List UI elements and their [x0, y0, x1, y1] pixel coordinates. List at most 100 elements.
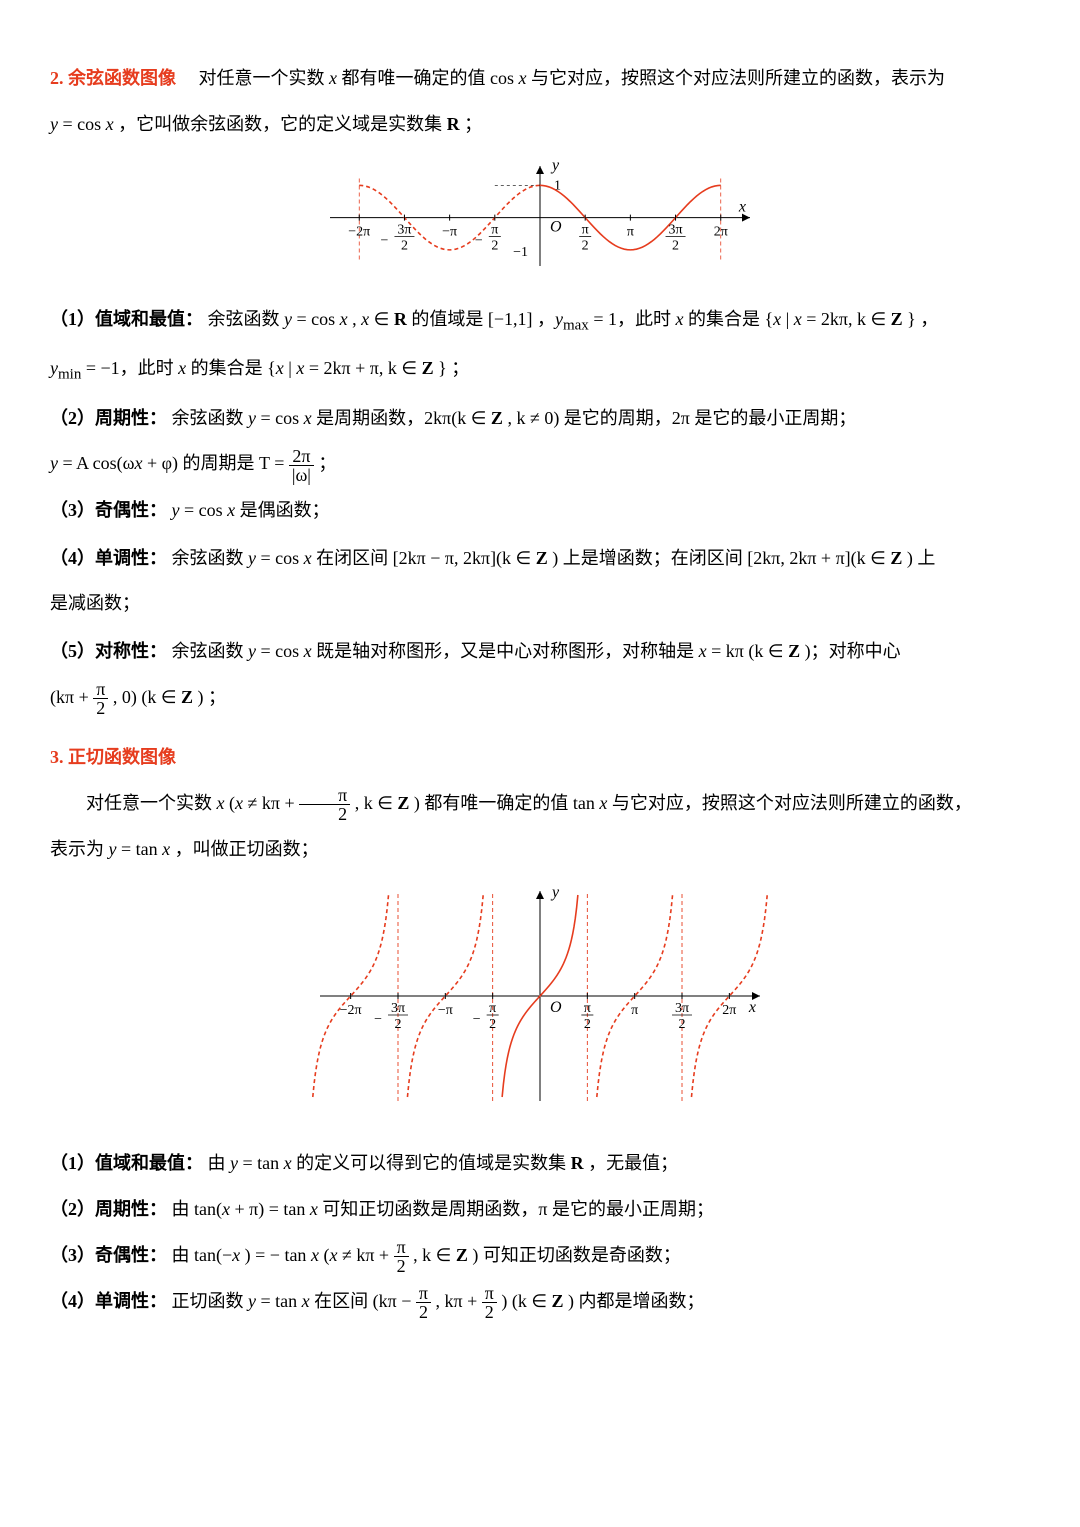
t: 正切函数: [172, 1291, 249, 1311]
t: 余弦函数: [172, 641, 249, 661]
t: = tan: [243, 1153, 284, 1173]
t: , k ∈: [413, 1245, 456, 1265]
t: + φ) 的周期是 T =: [147, 453, 289, 473]
lbl: （4）单调性：: [50, 1291, 167, 1311]
svg-text:2: 2: [584, 1017, 591, 1032]
lbl: （5）对称性：: [50, 641, 167, 661]
t: ，它叫做余弦函数，它的定义域是实数集: [118, 114, 447, 134]
t: (kπ +: [50, 687, 93, 707]
t: 是减函数；: [50, 593, 140, 613]
t: ；: [318, 453, 336, 473]
svg-text:2: 2: [401, 238, 408, 253]
t: 是周期函数，2kπ(k ∈: [316, 408, 491, 428]
t: + π) = tan: [234, 1199, 309, 1219]
t: 是偶函数；: [240, 500, 330, 520]
t: 与它对应，按照这个对应法则所建立的函数，表示为: [531, 68, 945, 88]
svg-text:2: 2: [679, 1017, 686, 1032]
svg-text:−1: −1: [513, 244, 528, 259]
t: = 1，此时: [593, 309, 675, 329]
svg-text:x: x: [748, 999, 756, 1016]
t: = cos: [261, 408, 304, 428]
sec2-p3: （3）奇偶性： y = cos x 是偶函数；: [50, 492, 1030, 530]
t: )；对称中心: [805, 641, 901, 661]
t: 与它对应，按照这个对应法则所建立的函数，: [612, 793, 972, 813]
t: 既是轴对称图形，又是中心对称图形，对称轴是: [316, 641, 699, 661]
svg-text:−: −: [475, 233, 483, 248]
t: 在闭区间 [2kπ − π, 2kπ](k ∈: [316, 548, 536, 568]
sec2-p2: （2）周期性： 余弦函数 y = cos x 是周期函数，2kπ(k ∈ Z ,…: [50, 400, 1030, 438]
svg-text:π: π: [627, 224, 634, 239]
t: } ，: [907, 309, 938, 329]
t: = cos: [261, 548, 304, 568]
tan-graph: xyO−2π−3π2−π−π2π2π3π22π: [310, 881, 770, 1111]
t: ，叫做正切函数；: [175, 839, 319, 859]
svg-text:π: π: [584, 1001, 591, 1016]
svg-text:y: y: [550, 884, 560, 901]
t: ) (k ∈: [501, 1291, 551, 1311]
svg-text:−π: −π: [438, 1003, 453, 1018]
sec3-p2: （2）周期性： 由 tan(x + π) = tan x 可知正切函数是周期函数…: [50, 1191, 1030, 1229]
lbl: （3）奇偶性：: [50, 500, 167, 520]
t: , kπ +: [435, 1291, 481, 1311]
t: ) ；: [198, 687, 227, 707]
t: 在区间 (kπ −: [314, 1291, 416, 1311]
sec2-p5: （5）对称性： 余弦函数 y = cos x 既是轴对称图形，又是中心对称图形，…: [50, 633, 1030, 671]
t: |: [786, 309, 794, 329]
sec3-line2: 表示为 y = tan x ，叫做正切函数；: [50, 831, 1030, 869]
svg-text:π: π: [491, 222, 498, 237]
t: = cos: [58, 114, 106, 134]
svg-text:3π: 3π: [675, 1001, 689, 1016]
sec2-p1b: ymin = −1，此时 x 的集合是 {x | x = 2kπ + π, k …: [50, 350, 1030, 391]
svg-text:π: π: [582, 222, 589, 237]
t: ) 都有唯一确定的值 tan: [414, 793, 599, 813]
t: 余弦函数: [172, 408, 249, 428]
svg-text:3π: 3π: [669, 222, 683, 237]
lbl: （4）单调性：: [50, 548, 167, 568]
sec2-p5b: (kπ + π 2 , 0) (k ∈ Z ) ；: [50, 679, 1030, 717]
svg-text:O: O: [550, 218, 562, 235]
t: = A cos(ω: [63, 453, 135, 473]
sec3-p3: （3）奇偶性： 由 tan(−x ) = − tan x (x ≠ kπ + π…: [50, 1237, 1030, 1275]
t: = tan: [121, 839, 162, 859]
t: 的值域是 [−1,1] ，: [411, 309, 555, 329]
t: 对任意一个实数: [181, 68, 330, 88]
t: = kπ (k ∈: [711, 641, 788, 661]
t: ,: [352, 309, 361, 329]
lbl: （1）值域和最值：: [50, 1153, 203, 1173]
t: , k ≠ 0) 是它的周期，2π 是它的最小正周期；: [507, 408, 856, 428]
t: = tan: [261, 1291, 302, 1311]
t: = cos: [297, 309, 340, 329]
t: = 2kπ, k ∈: [806, 309, 890, 329]
svg-text:−2π: −2π: [348, 224, 370, 239]
t: = cos: [261, 641, 304, 661]
svg-text:O: O: [550, 999, 562, 1016]
sec2-line2: y = cos x ，它叫做余弦函数，它的定义域是实数集 R ；: [50, 106, 1030, 144]
svg-text:2: 2: [672, 238, 679, 253]
sec3-head: 3. 正切函数图像: [50, 747, 176, 767]
lbl: （2）周期性：: [50, 408, 167, 428]
svg-text:−: −: [374, 1012, 382, 1027]
t: 余弦函数: [172, 548, 249, 568]
t: 都有唯一确定的值 cos: [342, 68, 519, 88]
sec2-p1: （1）值域和最值： 余弦函数 y = cos x , x ∈ R 的值域是 [−…: [50, 301, 1030, 342]
t: 的集合是 {: [688, 309, 773, 329]
svg-text:3π: 3π: [391, 1001, 405, 1016]
t: 由 tan(−: [172, 1245, 233, 1265]
sec3-p1: （1）值域和最值： 由 y = tan x 的定义可以得到它的值域是实数集 R …: [50, 1145, 1030, 1183]
t: ，无最值；: [588, 1153, 678, 1173]
sec3-head-wrap: 3. 正切函数图像: [50, 739, 1030, 777]
svg-text:2π: 2π: [722, 1003, 736, 1018]
svg-text:2: 2: [582, 238, 589, 253]
tan-figure: xyO−2π−3π2−π−π2π2π3π22π: [50, 881, 1030, 1125]
t: 对任意一个实数: [86, 793, 217, 813]
svg-text:2π: 2π: [714, 224, 728, 239]
t: ；: [464, 114, 482, 134]
svg-text:3π: 3π: [397, 222, 411, 237]
t: 表示为: [50, 839, 109, 859]
cos-graph: xyO1−1−2π−3π2−π−π2π2π3π22π: [320, 156, 760, 276]
t: } ；: [438, 358, 469, 378]
t: = cos: [184, 500, 227, 520]
lbl: （2）周期性：: [50, 1199, 167, 1219]
sec2-intro: 2. 余弦函数图像 对任意一个实数 x 都有唯一确定的值 cos x 与它对应，…: [50, 60, 1030, 98]
svg-text:y: y: [550, 157, 560, 174]
